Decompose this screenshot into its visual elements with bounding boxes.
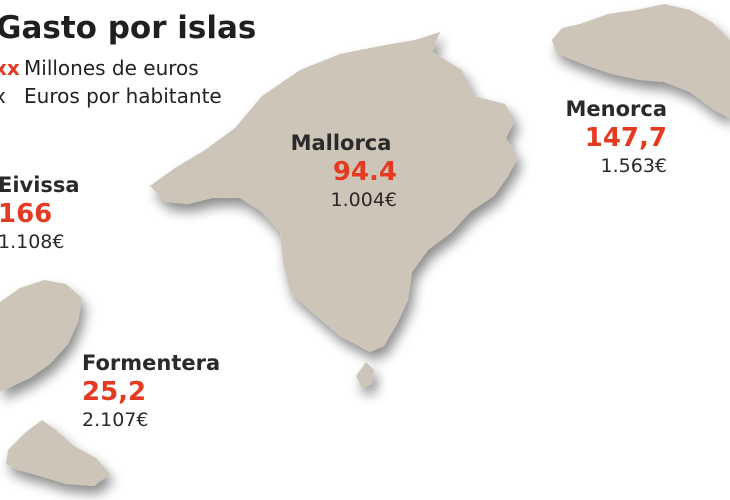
legend-millones: xx Millones de euros bbox=[0, 56, 199, 80]
map-title: Gasto por islas bbox=[0, 10, 257, 46]
legend-millones-swatch: xx bbox=[0, 56, 20, 80]
menorca-island bbox=[552, 4, 730, 118]
mallorca-per-capita: 1.004€ bbox=[330, 188, 397, 211]
formentera-per-capita: 2.107€ bbox=[82, 408, 149, 431]
cabrera-island bbox=[356, 362, 374, 388]
legend-millones-label: Millones de euros bbox=[24, 56, 199, 80]
formentera-name: Formentera bbox=[82, 351, 221, 375]
mallorca-label-block: Mallorca 94.4 1.004€ bbox=[285, 130, 397, 213]
eivissa-name: Eivissa bbox=[0, 173, 80, 197]
legend-habitante: x Euros por habitante bbox=[0, 84, 222, 108]
eivissa-label-block: Eivissa 166 1.108€ bbox=[0, 172, 80, 255]
mallorca-island bbox=[150, 32, 518, 352]
formentera-island bbox=[6, 420, 110, 486]
legend-habitante-swatch: x bbox=[0, 84, 16, 108]
menorca-millones: 147,7 bbox=[584, 123, 667, 154]
formentera-label-block: Formentera 25,2 2.107€ bbox=[82, 350, 220, 433]
legend-habitante-label: Euros por habitante bbox=[24, 84, 222, 108]
menorca-name: Menorca bbox=[565, 97, 668, 121]
formentera-millones: 25,2 bbox=[82, 377, 147, 408]
eivissa-island bbox=[0, 280, 82, 392]
mallorca-name: Mallorca bbox=[290, 131, 392, 155]
eivissa-per-capita: 1.108€ bbox=[0, 230, 65, 253]
menorca-per-capita: 1.563€ bbox=[600, 154, 667, 177]
mallorca-millones: 94.4 bbox=[332, 157, 397, 188]
eivissa-millones: 166 bbox=[0, 199, 53, 230]
menorca-label-block: Menorca 147,7 1.563€ bbox=[553, 96, 668, 179]
